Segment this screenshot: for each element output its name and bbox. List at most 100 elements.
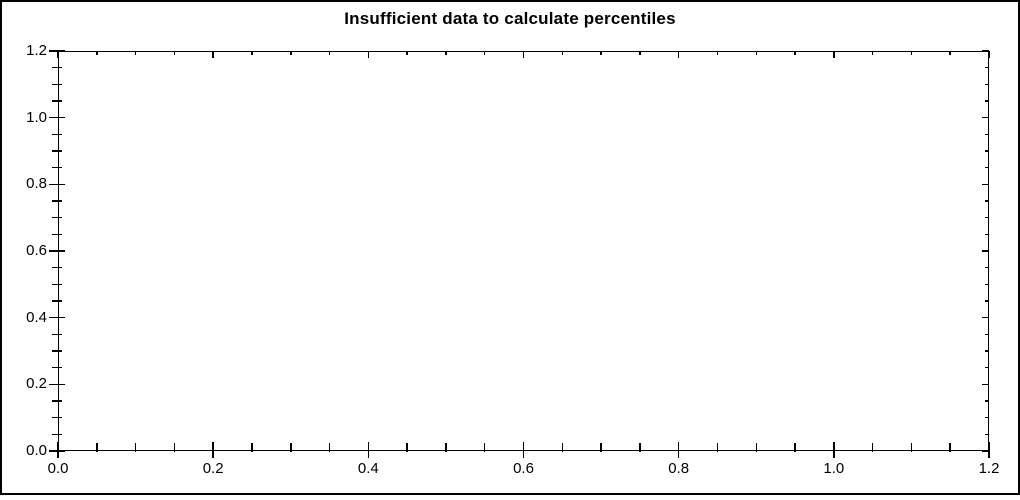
y-axis-right-minor-tick: [985, 216, 989, 219]
y-axis-right-major-tick: [982, 450, 989, 452]
x-axis-top-minor-tick: [134, 51, 137, 55]
y-axis-right-minor-tick: [985, 283, 989, 286]
y-axis-minor-tick: [52, 416, 62, 419]
y-axis-tick-label: 0.4: [26, 308, 47, 326]
y-axis-right-minor-tick: [985, 300, 989, 302]
x-axis-minor-tick: [561, 443, 564, 452]
x-axis-top-minor-tick: [406, 51, 408, 55]
y-axis-major-tick: [49, 50, 65, 52]
y-axis-tick-label: 0.0: [26, 442, 47, 459]
x-axis-top-major-tick: [212, 51, 214, 58]
x-axis-minor-tick: [328, 443, 331, 452]
y-axis-minor-tick: [52, 233, 62, 236]
y-axis-right-minor-tick: [985, 233, 989, 236]
y-axis-minor-tick: [52, 333, 62, 336]
y-axis-right-minor-tick: [985, 66, 989, 69]
x-axis-minor-tick: [134, 443, 137, 452]
x-axis-top-minor-tick: [871, 51, 874, 55]
y-axis-right-minor-tick: [985, 150, 989, 152]
x-axis-top-minor-tick: [251, 51, 253, 55]
x-axis-major-tick: [57, 442, 59, 458]
x-axis-minor-tick: [716, 443, 719, 452]
y-axis-minor-tick: [52, 366, 62, 369]
x-axis-top-minor-tick: [949, 51, 951, 55]
y-axis-major-tick: [49, 450, 65, 452]
y-axis-tick-label: 0.8: [26, 175, 47, 193]
y-axis-minor-tick: [52, 283, 62, 286]
x-axis-top-major-tick: [988, 51, 990, 58]
y-axis-tick-label: 0.6: [26, 242, 47, 259]
y-axis-right-major-tick: [982, 250, 989, 252]
y-axis-major-tick: [49, 183, 65, 186]
x-axis-tick-label: 0.8: [668, 460, 690, 477]
y-axis-right-minor-tick: [985, 200, 989, 202]
y-axis-right-major-tick: [982, 50, 989, 52]
x-axis-minor-tick: [871, 443, 874, 452]
y-axis-right-minor-tick: [985, 100, 989, 102]
x-axis-top-major-tick: [522, 51, 525, 58]
y-axis-major-tick: [49, 250, 65, 252]
x-axis-top-minor-tick: [483, 51, 486, 55]
x-axis-minor-tick: [639, 443, 641, 452]
x-axis-minor-tick: [96, 443, 98, 452]
y-axis-right-minor-tick: [985, 400, 989, 402]
y-axis-minor-tick: [52, 83, 62, 86]
y-axis-minor-tick: [52, 300, 62, 302]
y-axis-minor-tick: [52, 200, 62, 202]
y-axis-minor-tick: [52, 266, 62, 269]
y-axis-right-minor-tick: [985, 433, 989, 436]
x-axis-minor-tick: [600, 443, 602, 452]
x-axis-minor-tick: [406, 443, 408, 452]
y-axis-minor-tick: [52, 433, 62, 436]
x-axis-top-minor-tick: [794, 51, 796, 55]
y-axis-minor-tick: [52, 66, 62, 69]
x-axis-top-major-tick: [677, 51, 680, 58]
y-axis-right-minor-tick: [985, 366, 989, 369]
y-axis-minor-tick: [52, 166, 62, 169]
x-axis-minor-tick: [794, 443, 796, 452]
x-axis-top-minor-tick: [600, 51, 602, 55]
y-axis-minor-tick: [52, 150, 62, 152]
x-axis-top-minor-tick: [290, 51, 292, 55]
y-axis-right-major-tick: [982, 116, 989, 119]
x-axis-tick-label: 0.0: [47, 460, 69, 477]
chart-title: Insufficient data to calculate percentil…: [344, 9, 676, 28]
x-axis-minor-tick: [173, 443, 176, 452]
y-axis-tick-label: 1.0: [26, 108, 47, 126]
x-axis-minor-tick: [949, 443, 951, 452]
x-axis-top-minor-tick: [639, 51, 641, 55]
x-axis-minor-tick: [483, 443, 486, 452]
x-axis-top-major-tick: [833, 51, 835, 58]
x-axis-tick-label: 0.4: [357, 460, 379, 477]
x-axis-top-minor-tick: [755, 51, 757, 55]
y-axis-right-minor-tick: [985, 166, 989, 169]
x-axis-minor-tick: [290, 443, 292, 452]
y-axis-major-tick: [49, 383, 65, 386]
plot-area: [58, 51, 989, 451]
x-axis-minor-tick: [910, 443, 913, 452]
y-axis-minor-tick: [52, 133, 62, 136]
x-axis-tick-label: 1.0: [823, 460, 845, 477]
x-axis-top-minor-tick: [173, 51, 176, 55]
y-axis-right-minor-tick: [985, 333, 989, 336]
y-axis-minor-tick: [52, 400, 62, 402]
y-axis-right-minor-tick: [985, 266, 989, 269]
x-axis-top-minor-tick: [561, 51, 564, 55]
y-axis-right-major-tick: [982, 383, 989, 386]
y-axis-right-minor-tick: [985, 83, 989, 86]
y-axis-right-minor-tick: [985, 133, 989, 136]
x-axis-top-minor-tick: [328, 51, 331, 55]
x-axis-minor-tick: [445, 443, 447, 452]
x-axis-tick-label: 0.6: [513, 460, 534, 477]
y-axis-right-minor-tick: [985, 350, 989, 352]
x-axis-major-tick: [522, 442, 525, 458]
x-axis-top-major-tick: [367, 51, 370, 58]
x-axis-top-minor-tick: [716, 51, 719, 55]
x-axis-major-tick: [367, 442, 370, 458]
y-axis-major-tick: [49, 116, 65, 119]
y-axis-minor-tick: [52, 350, 62, 352]
y-axis-minor-tick: [52, 100, 62, 102]
x-axis-top-minor-tick: [445, 51, 447, 55]
